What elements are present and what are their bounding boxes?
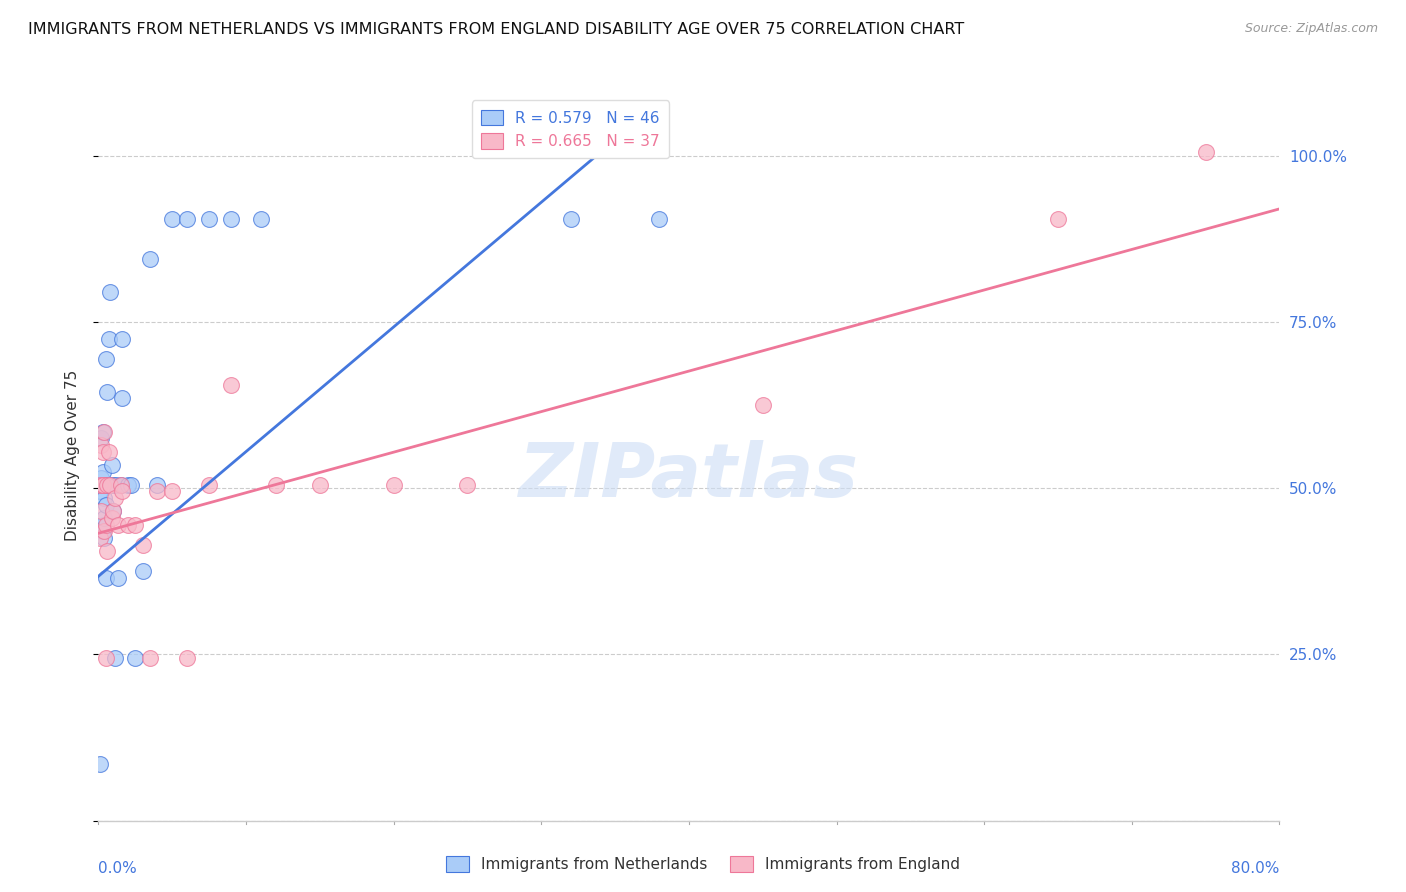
Point <box>111 484 134 499</box>
Point <box>90 438 112 452</box>
Point <box>219 378 242 392</box>
Point <box>456 478 478 492</box>
Point <box>103 504 125 518</box>
Point <box>1046 211 1069 226</box>
Point <box>91 478 114 492</box>
Text: 0.0%: 0.0% <box>98 861 138 876</box>
Point <box>104 650 127 665</box>
Point <box>97 478 120 492</box>
Point <box>110 478 132 492</box>
Point <box>98 478 121 492</box>
Point <box>110 478 132 492</box>
Point <box>560 211 582 226</box>
Point <box>198 211 221 226</box>
Text: Source: ZipAtlas.com: Source: ZipAtlas.com <box>1244 22 1378 36</box>
Point <box>100 511 122 525</box>
Text: 80.0%: 80.0% <box>1232 861 1279 876</box>
Point <box>91 524 114 539</box>
Point <box>90 478 112 492</box>
Point <box>162 484 183 499</box>
Point <box>96 478 118 492</box>
Point <box>91 444 114 458</box>
Point <box>93 531 115 545</box>
Point <box>117 517 139 532</box>
Point <box>100 458 122 472</box>
Point <box>751 398 773 412</box>
Point <box>264 478 287 492</box>
Legend: Immigrants from Netherlands, Immigrants from England: Immigrants from Netherlands, Immigrants … <box>439 848 967 880</box>
Point <box>89 484 111 499</box>
Point <box>89 531 111 545</box>
Point <box>96 544 118 558</box>
Point <box>162 211 183 226</box>
Point <box>107 517 129 532</box>
Point <box>111 332 134 346</box>
Point <box>250 211 273 226</box>
Point <box>103 478 125 492</box>
Point <box>146 484 169 499</box>
Point <box>93 511 115 525</box>
Point <box>648 211 671 226</box>
Point <box>104 491 127 505</box>
Point <box>96 478 118 492</box>
Y-axis label: Disability Age Over 75: Disability Age Over 75 <box>65 369 80 541</box>
Point <box>93 425 115 439</box>
Point <box>1195 145 1218 160</box>
Point <box>117 478 139 492</box>
Point <box>89 478 111 492</box>
Point <box>219 211 242 226</box>
Point <box>139 252 162 266</box>
Point <box>97 444 120 458</box>
Point <box>198 478 221 492</box>
Point <box>91 478 114 492</box>
Point <box>90 431 112 445</box>
Point <box>98 285 121 299</box>
Point <box>91 425 114 439</box>
Point <box>93 478 115 492</box>
Point <box>132 538 155 552</box>
Point <box>89 478 111 492</box>
Point <box>132 564 155 578</box>
Point <box>97 332 120 346</box>
Point <box>94 498 117 512</box>
Point <box>91 465 114 479</box>
Point <box>176 211 198 226</box>
Text: IMMIGRANTS FROM NETHERLANDS VS IMMIGRANTS FROM ENGLAND DISABILITY AGE OVER 75 CO: IMMIGRANTS FROM NETHERLANDS VS IMMIGRANT… <box>28 22 965 37</box>
Point <box>90 471 112 485</box>
Point <box>105 478 128 492</box>
Legend: R = 0.579   N = 46, R = 0.665   N = 37: R = 0.579 N = 46, R = 0.665 N = 37 <box>472 101 669 159</box>
Point <box>146 478 169 492</box>
Point <box>98 478 121 492</box>
Point <box>124 517 146 532</box>
Point <box>120 478 142 492</box>
Point <box>90 504 112 518</box>
Point <box>309 478 332 492</box>
Point <box>91 517 114 532</box>
Point <box>103 504 125 518</box>
Point <box>94 351 117 366</box>
Point <box>94 650 117 665</box>
Point <box>93 491 115 505</box>
Point <box>107 571 129 585</box>
Point <box>176 650 198 665</box>
Point <box>94 571 117 585</box>
Point <box>111 392 134 406</box>
Point <box>94 517 117 532</box>
Point <box>139 650 162 665</box>
Point <box>124 650 146 665</box>
Point <box>96 384 118 399</box>
Point <box>89 757 111 772</box>
Point <box>93 524 115 539</box>
Text: ZIPatlas: ZIPatlas <box>519 441 859 514</box>
Point <box>382 478 405 492</box>
Point <box>91 478 114 492</box>
